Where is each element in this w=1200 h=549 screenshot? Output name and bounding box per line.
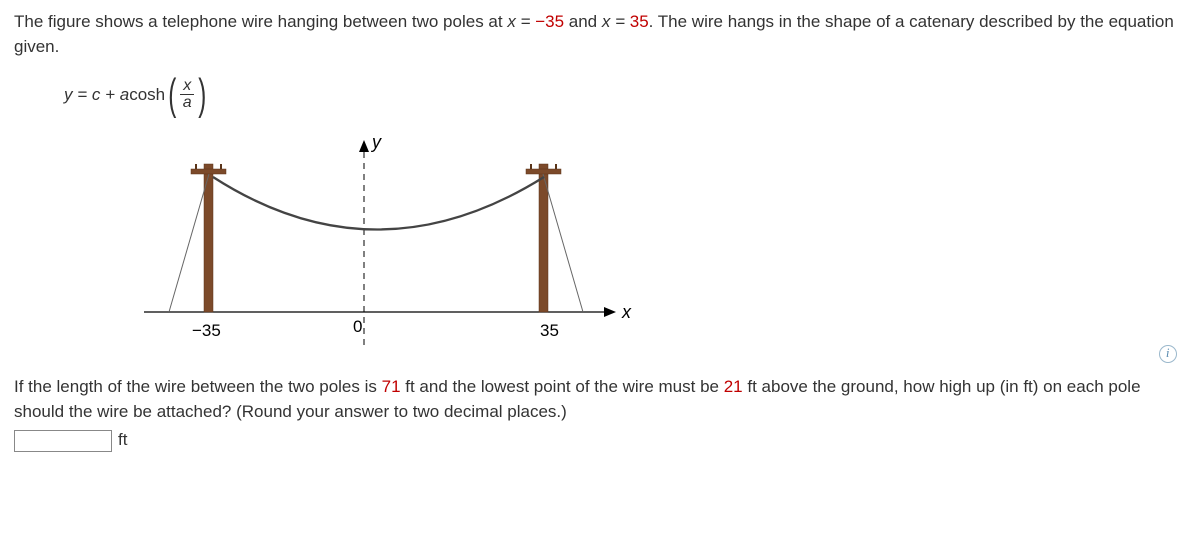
fraction-numerator: x [180, 78, 194, 95]
problem-text: and [564, 12, 602, 31]
value-length: 71 [382, 377, 401, 396]
equation-func: cosh [129, 83, 165, 108]
answer-unit: ft [118, 428, 127, 453]
paren-right-icon: ) [198, 77, 206, 112]
fraction: x a [180, 78, 195, 111]
catenary-figure: y x −35 35 0 i [114, 122, 1186, 365]
equation-arg: ( x a ) [165, 77, 209, 112]
y-axis-label: y [370, 132, 382, 152]
figure-svg: y x −35 35 0 [114, 122, 654, 357]
crossarm-right [526, 169, 561, 174]
problem-statement: The figure shows a telephone wire hangin… [14, 10, 1186, 59]
answer-row: ft [14, 428, 1186, 453]
equation-lhs: y = c + a [64, 83, 129, 108]
tick-neg-35: −35 [192, 321, 221, 340]
x-axis-label: x [621, 302, 632, 322]
var-x: x = [602, 12, 630, 31]
fraction-denominator: a [180, 95, 195, 111]
crossarm-left [191, 169, 226, 174]
problem-text: The figure shows a telephone wire hangin… [14, 12, 507, 31]
info-icon[interactable]: i [1159, 345, 1177, 363]
value-35: 35 [630, 12, 649, 31]
value-neg-35: −35 [535, 12, 564, 31]
catenary-wire [213, 177, 544, 230]
origin-label: 0 [353, 317, 362, 336]
question-text: If the length of the wire between the tw… [14, 375, 1186, 424]
equation: y = c + a cosh ( x a ) [64, 77, 1186, 112]
var-x: x = [507, 12, 535, 31]
paren-left-icon: ( [168, 77, 176, 112]
answer-input[interactable] [14, 430, 112, 452]
tick-pos-35: 35 [540, 321, 559, 340]
value-lowest: 21 [724, 377, 743, 396]
